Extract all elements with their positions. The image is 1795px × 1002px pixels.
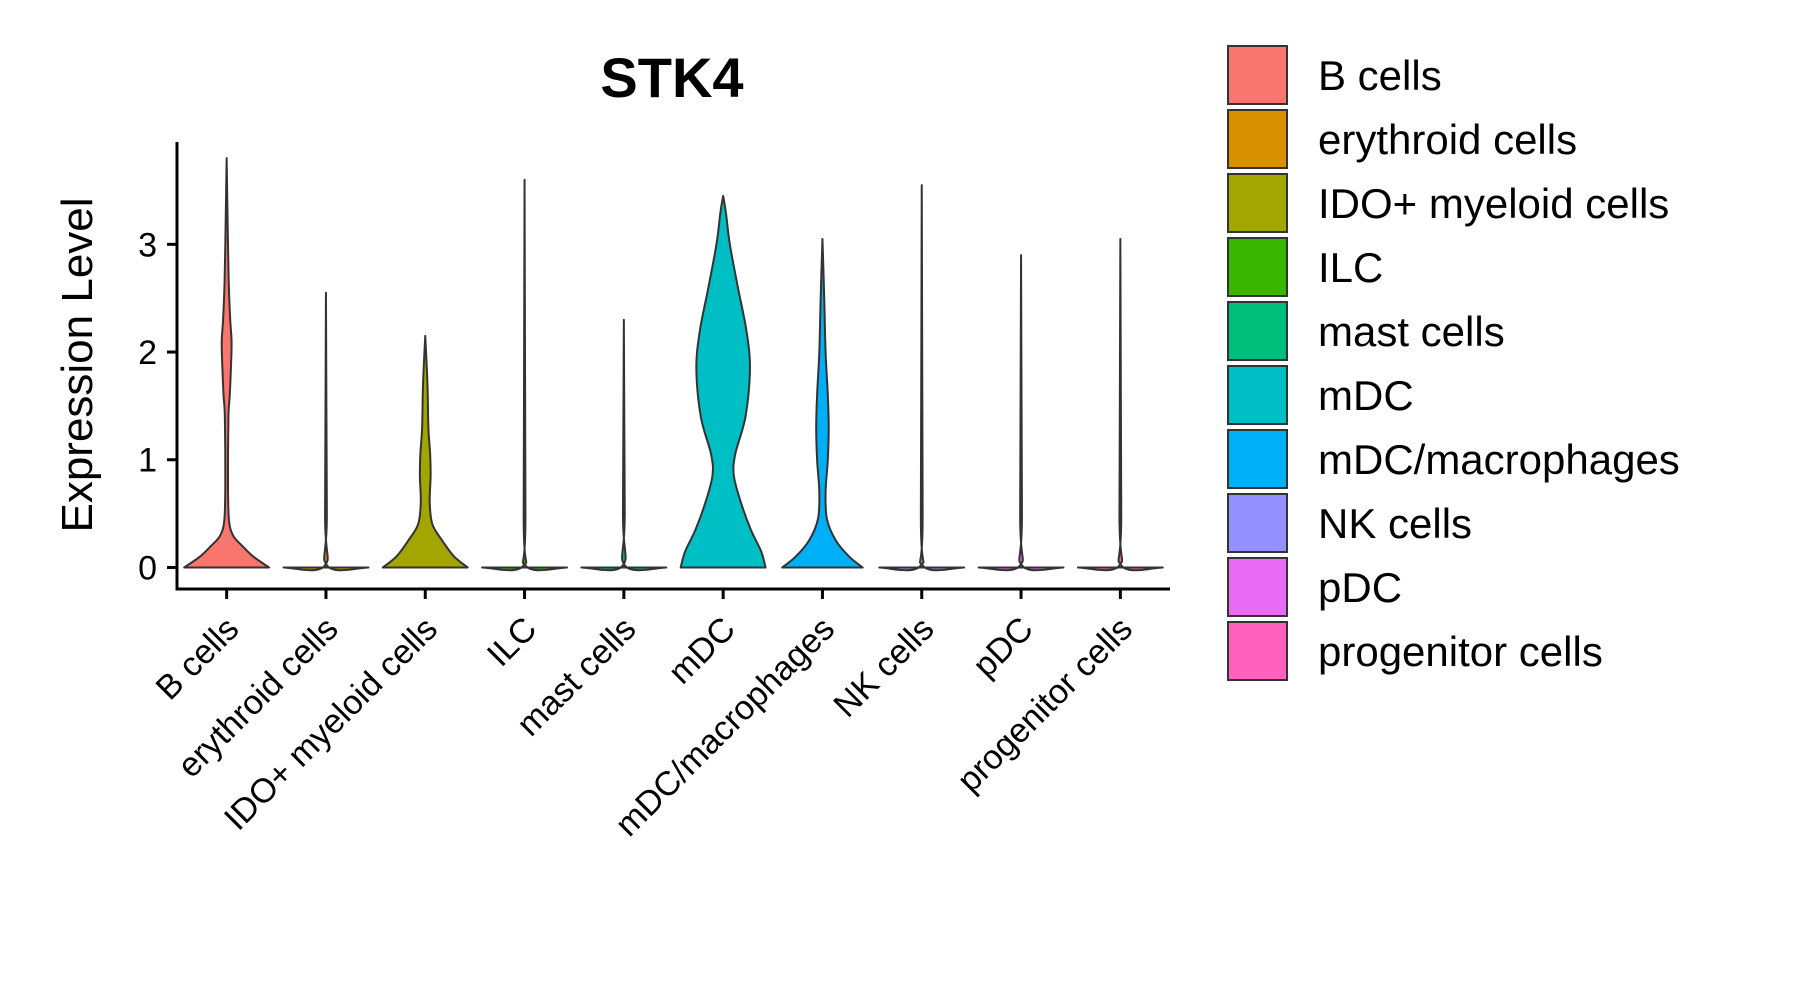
legend-swatch — [1227, 237, 1288, 297]
legend-swatch — [1227, 557, 1288, 617]
legend-label: mDC/macrophages — [1318, 436, 1680, 483]
legend-swatch — [1227, 109, 1288, 169]
x-tick-label: NK cells — [826, 610, 941, 725]
violin-mast-cells — [580, 318, 668, 572]
legend-swatch — [1227, 429, 1288, 489]
y-tick-label: 3 — [138, 226, 157, 264]
legend-swatch — [1227, 45, 1288, 105]
legend-swatch — [1227, 621, 1288, 681]
violin-pdc — [977, 254, 1065, 572]
x-tick-label: progenitor cells — [950, 610, 1140, 800]
x-tick-label: ILC — [480, 610, 544, 674]
x-tick-label: B cells — [149, 610, 247, 708]
violin-ido-myeloid-cells — [381, 334, 469, 569]
legend-swatch — [1227, 173, 1288, 233]
y-tick-label: 2 — [138, 334, 157, 372]
chart-title: STK4 — [600, 46, 743, 109]
legend-label: pDC — [1318, 564, 1402, 611]
y-ticks: 0 1 2 3 — [138, 226, 177, 587]
legend-label: NK cells — [1318, 500, 1472, 547]
violin-b-cells — [183, 157, 271, 569]
y-tick-label: 1 — [138, 442, 157, 480]
legend-swatch — [1227, 493, 1288, 553]
violin-mdc-macrophages — [781, 237, 864, 569]
legend-label: progenitor cells — [1318, 628, 1603, 675]
legend-label: mast cells — [1318, 308, 1505, 355]
violin-ilc — [481, 178, 568, 572]
violin-erythroid-cells — [282, 291, 370, 572]
legend-label: mDC — [1318, 372, 1414, 419]
violins — [183, 157, 1164, 572]
legend-swatch — [1227, 301, 1288, 361]
violin-mdc — [679, 194, 767, 569]
violin-progenitor-cells — [1076, 237, 1164, 572]
x-tick-label: pDC — [966, 610, 1041, 685]
legend-label: IDO+ myeloid cells — [1318, 180, 1669, 227]
legend: B cells erythroid cells IDO+ myeloid cells… — [1227, 45, 1680, 681]
legend-label: B cells — [1318, 52, 1442, 99]
legend-label: erythroid cells — [1318, 116, 1577, 163]
violin-nk-cells — [878, 184, 966, 572]
y-tick-label: 0 — [138, 549, 157, 587]
x-tick-label: mDC — [661, 610, 743, 692]
y-axis-title: Expression Level — [53, 197, 102, 532]
legend-swatch — [1227, 365, 1288, 425]
legend-label: ILC — [1318, 244, 1383, 291]
